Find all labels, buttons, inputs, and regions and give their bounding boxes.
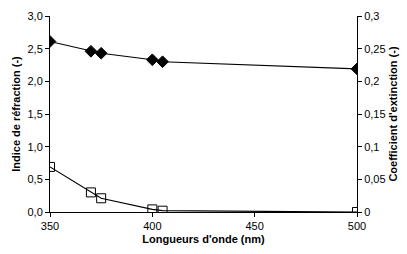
svg-text:Coefficient d'extinction (-): Coefficient d'extinction (-) (387, 46, 399, 182)
svg-text:1,0: 1,0 (28, 141, 43, 153)
svg-text:0,1: 0,1 (364, 141, 379, 153)
svg-text:3,0: 3,0 (28, 10, 43, 22)
svg-text:350: 350 (41, 220, 59, 232)
svg-text:0,05: 0,05 (364, 173, 385, 185)
svg-text:0,25: 0,25 (364, 43, 385, 55)
svg-text:0,3: 0,3 (364, 10, 379, 22)
svg-text:2,0: 2,0 (28, 75, 43, 87)
svg-text:0,2: 0,2 (364, 75, 379, 87)
svg-text:0,15: 0,15 (364, 108, 385, 120)
svg-text:1,5: 1,5 (28, 108, 43, 120)
svg-text:450: 450 (245, 220, 263, 232)
svg-text:2,5: 2,5 (28, 43, 43, 55)
svg-text:0: 0 (364, 206, 370, 218)
svg-text:Indice de réfraction (-): Indice de réfraction (-) (10, 56, 22, 172)
svg-text:Longueurs d'onde (nm): Longueurs d'onde (nm) (142, 233, 265, 245)
svg-text:0,5: 0,5 (28, 173, 43, 185)
svg-text:0,0: 0,0 (28, 206, 43, 218)
svg-text:500: 500 (348, 220, 366, 232)
svg-text:400: 400 (143, 220, 161, 232)
